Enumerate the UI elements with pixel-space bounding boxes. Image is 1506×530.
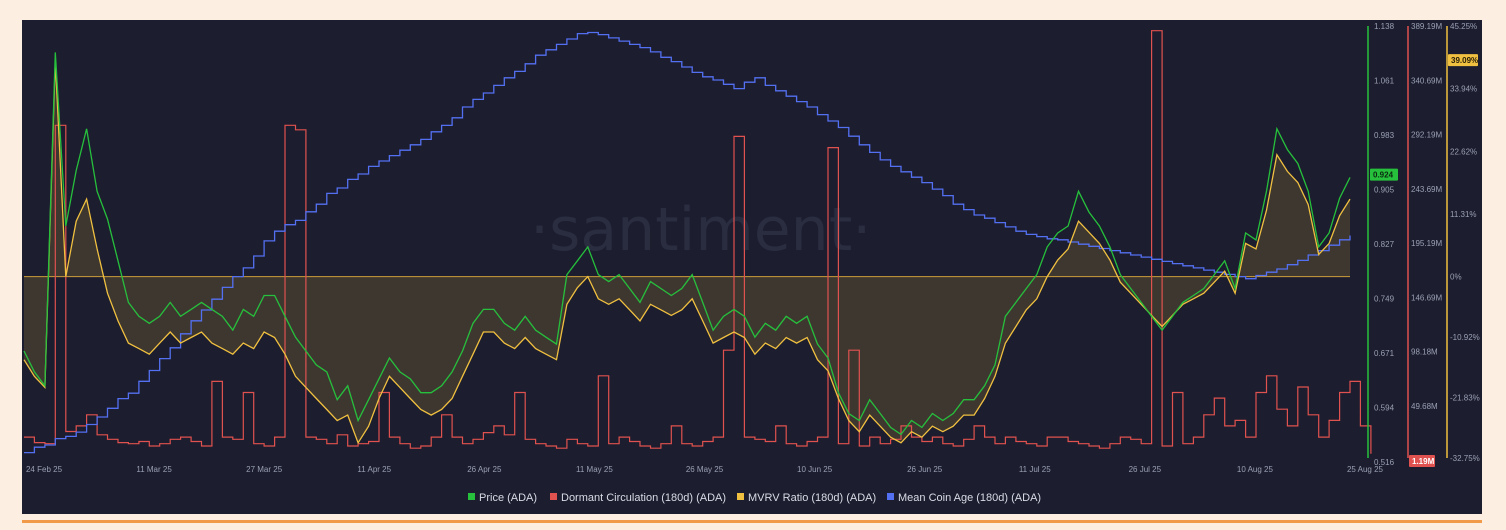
dormant-tick-label: 292.19M: [1411, 131, 1442, 140]
price-tick-label: 0.827: [1374, 240, 1395, 249]
legend-swatch: [550, 493, 557, 500]
dormant-tick-label: 340.69M: [1411, 76, 1442, 85]
legend-swatch: [737, 493, 744, 500]
mvrv-area-fill: [24, 60, 1350, 443]
legend-label: MVRV Ratio (180d) (ADA): [748, 492, 876, 504]
x-tick-label: 10 Aug 25: [1237, 465, 1274, 474]
mvrv-tick-label: -21.83%: [1450, 394, 1480, 403]
mvrv-current-badge-bg: [1448, 54, 1478, 67]
price-tick-label: 1.061: [1374, 77, 1395, 86]
legend-label: Dormant Circulation (180d) (ADA): [561, 492, 726, 504]
legend-label: Mean Coin Age (180d) (ADA): [898, 492, 1041, 504]
dormant-tick-label: 98.18M: [1411, 348, 1438, 357]
mvrv-tick-label: 11.31%: [1450, 210, 1477, 219]
x-tick-label: 27 Mar 25: [246, 465, 283, 474]
mvrv-tick-label: -32.75%: [1450, 454, 1480, 463]
mvrv-current-badge: 39.09%: [1451, 56, 1478, 65]
x-tick-label: 25 Aug 25: [1347, 465, 1384, 474]
price-tick-label: 0.516: [1374, 458, 1395, 467]
x-tick-label: 26 Jul 25: [1129, 465, 1162, 474]
dormant-current-badge: 1.19M: [1412, 457, 1435, 466]
dormant-tick-label: 146.69M: [1411, 293, 1442, 302]
bottom-accent-rule: [22, 520, 1482, 523]
mvrv-tick-label: 0%: [1450, 273, 1462, 282]
dormant-tick-label: 195.19M: [1411, 239, 1442, 248]
mvrv-ratio-line: [23, 60, 1351, 445]
price-tick-label: 0.983: [1374, 131, 1395, 140]
price-tick-label: 0.905: [1374, 186, 1395, 195]
santiment-watermark: ·santiment·: [530, 195, 871, 265]
x-tick-label: 26 May 25: [686, 465, 724, 474]
x-tick-label: 10 Jun 25: [797, 465, 833, 474]
mean-coin-age-line: [24, 31, 1351, 454]
x-tick-label: 11 Mar 25: [136, 465, 172, 474]
price-current-badge: 0.924: [1373, 171, 1394, 180]
x-tick-label: 11 Apr 25: [357, 465, 391, 474]
mvrv-tick-label: -10.92%: [1450, 333, 1480, 342]
dormant-current-badge-bg: [1409, 455, 1435, 467]
x-tick-label: 24 Feb 25: [26, 465, 63, 474]
x-tick-label: 11 Jul 25: [1019, 465, 1051, 474]
price-line: [23, 52, 1351, 436]
legend-label: Price (ADA): [479, 492, 537, 504]
x-tick-label: 26 Apr 25: [467, 465, 502, 474]
mvrv-tick-label: 45.25%: [1450, 22, 1477, 31]
dormant-tick-label: 49.68M: [1411, 402, 1438, 411]
x-tick-label: 11 May 25: [576, 465, 613, 474]
dormant-tick-label: 243.69M: [1411, 185, 1442, 194]
price-tick-label: 0.749: [1374, 295, 1395, 304]
price-tick-label: 0.594: [1374, 404, 1395, 413]
dormant-tick-label: 389.19M: [1411, 22, 1442, 31]
dormant-circulation-line: [24, 30, 1372, 454]
mvrv-tick-label: 22.62%: [1450, 147, 1477, 156]
legend-swatch: [468, 493, 475, 500]
price-tick-label: 1.138: [1374, 22, 1395, 31]
legend-swatch: [887, 493, 894, 500]
price-current-badge-bg: [1370, 168, 1398, 181]
mvrv-tick-label: 33.94%: [1450, 85, 1477, 94]
price-tick-label: 0.671: [1374, 349, 1395, 358]
x-tick-label: 26 Jun 25: [907, 465, 943, 474]
